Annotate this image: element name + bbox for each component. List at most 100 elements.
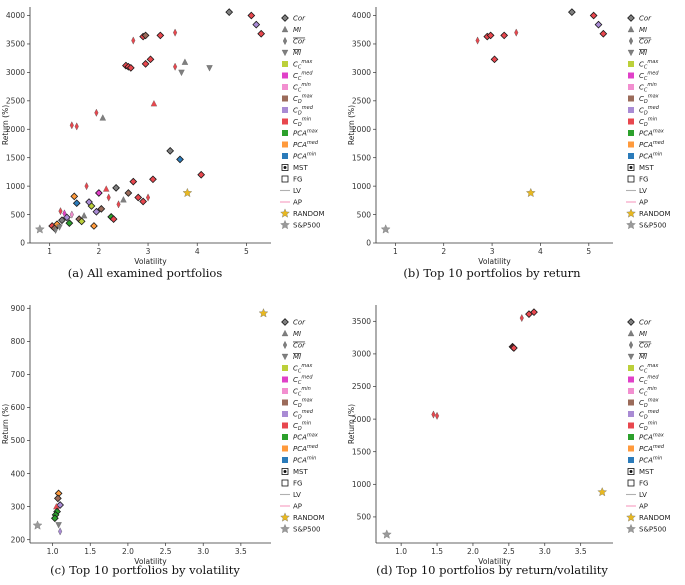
data-point bbox=[120, 196, 127, 203]
legend-marker bbox=[628, 130, 634, 136]
data-point bbox=[435, 411, 440, 420]
legend-marker-dot bbox=[283, 166, 287, 169]
x-tick-label: 2.5 bbox=[160, 547, 172, 556]
x-tick-label: 2 bbox=[96, 247, 101, 256]
data-point bbox=[97, 205, 106, 213]
caption-c: (c) Top 10 portfolios by volatility bbox=[50, 563, 240, 577]
data-point bbox=[53, 220, 61, 229]
legend-label: LV bbox=[293, 491, 301, 499]
data-point bbox=[150, 100, 158, 107]
legend-marker bbox=[627, 479, 635, 487]
data-point bbox=[69, 121, 74, 130]
data-point bbox=[475, 36, 480, 45]
data-point bbox=[116, 200, 121, 209]
data-point bbox=[380, 224, 391, 234]
y-tick-label: 0 bbox=[366, 239, 371, 248]
legend-label: AP bbox=[639, 199, 648, 207]
data-point bbox=[156, 31, 165, 40]
x-tick-label: 3 bbox=[146, 247, 151, 256]
y-tick-label: 500 bbox=[357, 513, 372, 522]
x-tick-label: 1.5 bbox=[431, 547, 443, 556]
legend-label: CCmax bbox=[293, 59, 312, 71]
legend-label: LV bbox=[639, 187, 647, 195]
legend-marker bbox=[627, 329, 635, 337]
legend-label: CDmed bbox=[639, 409, 660, 421]
legend-label: RANDOM bbox=[639, 514, 671, 522]
legend-marker bbox=[280, 219, 290, 230]
legend-marker bbox=[628, 95, 634, 102]
y-tick-label: 1000 bbox=[6, 182, 25, 191]
legend-label: MI bbox=[293, 49, 301, 57]
y-axis-label: Return (%) bbox=[1, 105, 10, 145]
legend-marker bbox=[628, 84, 634, 90]
legend-label: PCAmed bbox=[639, 140, 665, 149]
legend-label: CDmed bbox=[293, 105, 314, 117]
y-tick-label: 300 bbox=[11, 502, 26, 511]
y-tick-label: 3000 bbox=[6, 68, 25, 77]
x-tick-label: 5 bbox=[586, 247, 591, 256]
legend-marker bbox=[281, 329, 289, 337]
legend-label: MI bbox=[639, 353, 647, 361]
x-axis-label: Volatility bbox=[134, 257, 167, 266]
data-point bbox=[112, 183, 120, 192]
y-tick-label: 3500 bbox=[6, 40, 25, 49]
legend-label: CDmax bbox=[639, 94, 659, 106]
legend-marker bbox=[626, 512, 636, 522]
legend-marker bbox=[280, 523, 290, 534]
legend-label: FG bbox=[293, 176, 302, 184]
legend-label: MST bbox=[639, 468, 654, 476]
panel-d: (d) Top 10 portfolios by return/volatili… bbox=[347, 305, 671, 577]
legend-marker bbox=[628, 61, 634, 67]
legend-marker bbox=[281, 14, 289, 22]
data-point bbox=[225, 8, 234, 16]
legend-marker bbox=[282, 153, 288, 159]
x-axis-label: Volatility bbox=[478, 257, 511, 266]
legend-marker bbox=[281, 318, 289, 326]
legend-label: CDmax bbox=[293, 94, 313, 106]
y-axis-label: Return (%) bbox=[347, 404, 356, 444]
legend-marker bbox=[626, 208, 636, 218]
legend-label: CDmed bbox=[293, 409, 314, 421]
data-point bbox=[56, 501, 64, 509]
legend-label: PCAmed bbox=[293, 444, 319, 453]
legend-label: CCmin bbox=[639, 82, 657, 94]
legend-label: PCAmed bbox=[293, 140, 319, 149]
data-point bbox=[131, 36, 136, 45]
legend-label: PCAmax bbox=[639, 433, 664, 442]
legend-marker bbox=[627, 353, 635, 361]
x-axis-label: Volatility bbox=[134, 557, 167, 566]
legend-label: RANDOM bbox=[293, 210, 325, 218]
legend-label: CDmin bbox=[639, 421, 657, 433]
legend-marker bbox=[282, 457, 288, 463]
data-point bbox=[431, 410, 436, 419]
legend-label: RANDOM bbox=[293, 514, 325, 522]
data-point bbox=[257, 29, 266, 38]
data-point bbox=[70, 192, 79, 201]
panel-a: (a) All examined portfolios 1 2 3 4 5 0 500 100… bbox=[1, 7, 325, 280]
legend-marker bbox=[282, 388, 288, 394]
x-tick-label: 4 bbox=[195, 247, 200, 256]
data-point bbox=[258, 308, 269, 318]
legend-label: MI bbox=[293, 330, 301, 338]
x-tick-label: 1.0 bbox=[395, 547, 407, 556]
legend-label: CCmax bbox=[293, 363, 312, 375]
data-point bbox=[58, 216, 66, 225]
legend-marker bbox=[282, 340, 288, 350]
legend-marker bbox=[282, 72, 288, 79]
legend-label: MST bbox=[639, 164, 654, 172]
y-tick-label: 2500 bbox=[6, 97, 25, 106]
data-point bbox=[149, 175, 157, 184]
y-tick-label: 2000 bbox=[352, 125, 371, 134]
caption-b: (b) Top 10 portfolios by return bbox=[403, 266, 581, 280]
legend-marker bbox=[282, 445, 288, 452]
panel-b: (b) Top 10 portfolios by return 1 2 3 4 5 0 50… bbox=[347, 7, 671, 280]
y-tick-label: 2000 bbox=[6, 125, 25, 134]
legend-label: S&P500 bbox=[639, 222, 666, 230]
legend-label: CCmin bbox=[293, 82, 311, 94]
legend-marker bbox=[282, 118, 288, 125]
data-point bbox=[525, 310, 533, 318]
x-tick-label: 1.5 bbox=[84, 547, 96, 556]
data-point bbox=[176, 155, 184, 164]
legend-label: PCAmed bbox=[639, 444, 665, 453]
